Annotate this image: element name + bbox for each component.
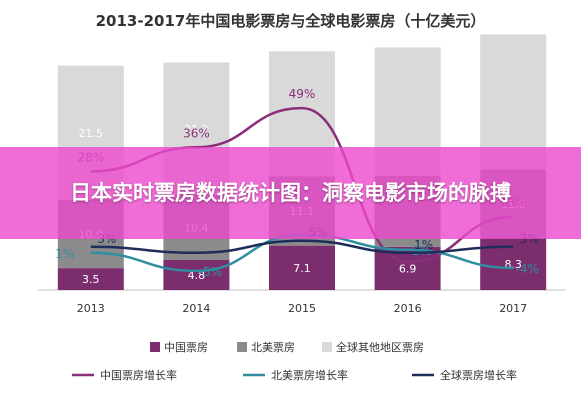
legend-swatch — [322, 342, 332, 352]
banner-text: 日本实时票房数据统计图：洞察电影市场的脉搏 — [70, 181, 511, 205]
bar-rest-of-world — [480, 34, 547, 170]
growth-data-label: 49% — [289, 87, 316, 101]
growth-data-label: 36% — [183, 126, 210, 140]
legend-label: 北美票房 — [251, 341, 295, 354]
x-tick-label: 2013 — [77, 302, 105, 315]
bar-data-label: 7.1 — [293, 262, 311, 275]
line-global-growth — [90, 239, 514, 255]
chart-title: 2013-2017年中国电影票房与全球电影票房（十亿美元） — [95, 12, 486, 30]
bar-data-label: 6.9 — [399, 262, 417, 275]
bar-data-label: 21.2 — [184, 123, 209, 136]
growth-data-label: 2% — [412, 244, 431, 258]
bar-data-label: 3.5 — [82, 273, 100, 286]
legend-label: 中国票房 — [164, 341, 208, 354]
bar-china — [163, 260, 230, 290]
growth-data-label: -5% — [199, 265, 222, 279]
legend-swatch — [150, 342, 160, 352]
legend-label: 全球其他地区票房 — [336, 340, 424, 354]
x-tick-label: 2016 — [394, 302, 422, 315]
growth-data-label: 1% — [55, 247, 74, 261]
growth-data-label: -4% — [516, 262, 539, 276]
x-tick-label: 2014 — [182, 302, 210, 315]
bar-data-label: 4.8 — [188, 269, 206, 282]
legend-label: 全球票房增长率 — [440, 368, 517, 382]
legend-label: 中国票房增长率 — [100, 368, 177, 382]
growth-data-label: 1% — [414, 238, 433, 252]
bar-china — [374, 246, 441, 290]
x-tick-label: 2017 — [499, 302, 527, 315]
bar-china — [57, 268, 124, 290]
overlay-banner: 日本实时票房数据统计图：洞察电影市场的脉搏 — [0, 147, 581, 239]
bar-data-label: 21.5 — [79, 127, 104, 140]
x-tick-label: 2015 — [288, 302, 316, 315]
legend-label: 北美票房增长率 — [271, 368, 348, 382]
legend-swatch — [237, 342, 247, 352]
bar-china — [269, 245, 335, 290]
